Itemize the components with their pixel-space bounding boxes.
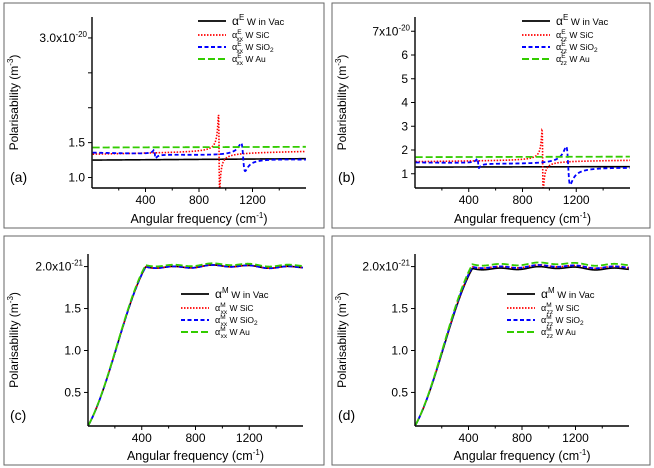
legend-entry: αE W in Vac	[232, 13, 284, 28]
legend-entry: αM W in Vac	[541, 286, 595, 301]
panel-d: 400 800 1200 0.5 1.0 1.5 2.0x10-21 Angular freq…	[331, 235, 651, 466]
series-line-w-sio2	[415, 264, 629, 426]
series-group	[92, 114, 306, 188]
y-tick-label: 1.0	[64, 343, 81, 357]
legend-entry: αE xx W SiO2	[232, 41, 274, 55]
y-tick-label: 1.5	[68, 136, 85, 150]
y-tick-label: 1.5	[64, 302, 81, 316]
x-tick-label: 400	[458, 431, 478, 445]
x-tick-label: 1200	[239, 193, 266, 207]
series-line-w-sio2	[88, 264, 303, 426]
x-tick-label: 400	[135, 193, 155, 207]
y-axis-label: Polarisability (m-3)	[334, 292, 349, 388]
x-tick-label: 800	[185, 431, 205, 445]
legend-entry: αE zz W SiO2	[556, 41, 598, 55]
y-tick-label: 6	[401, 48, 408, 62]
y-axis-label: Polarisability (m-3)	[6, 292, 21, 388]
legend-entry: αE xx W Au	[232, 53, 266, 67]
legend-entry: αE xx W SiC	[232, 29, 270, 43]
panel-frame	[331, 2, 651, 229]
y-tick-label: 3	[401, 119, 408, 133]
legend-entry: αM xx W SiC	[215, 302, 254, 316]
series-group	[88, 262, 303, 426]
y-scale-label: 2.0x10-21	[362, 259, 410, 274]
y-scale-label: 3.0x10-20	[39, 30, 87, 45]
panel-frame	[3, 235, 325, 466]
series-line-w-sic	[88, 264, 303, 426]
x-tick-label: 1200	[563, 193, 590, 207]
y-axis-label: Polarisability (m-3)	[334, 55, 349, 151]
y-tick-label: 1.0	[68, 171, 85, 185]
x-tick-label: 1200	[236, 431, 263, 445]
series-line-w-in-vac	[92, 157, 306, 161]
y-tick-label: 5	[401, 72, 408, 86]
series-line-w-sic	[415, 264, 629, 426]
series-line-w-sic	[92, 114, 306, 188]
x-axis-label: Angular frequency (cm-1)	[453, 448, 590, 463]
panel-a: 400 800 1200 1.0 1.5 3.0x10-20 Angular frequen…	[3, 2, 325, 229]
y-tick-label: 1.5	[391, 302, 408, 316]
series-line-w-sio2	[92, 142, 306, 173]
series-group	[415, 261, 629, 426]
legend-entry: αE zz W SiC	[556, 29, 594, 43]
legend-entry: αE zz W Au	[556, 53, 590, 67]
panel-label: (c)	[10, 407, 26, 423]
panel-c: 400 800 1200 0.5 1.0 1.5 2.0x10-21 Angular freq…	[3, 235, 325, 466]
panel-frame	[3, 2, 325, 229]
series-line-w-au	[415, 261, 629, 426]
y-tick-label: 1	[401, 167, 408, 181]
x-axis-label: Angular frequency (cm-1)	[127, 448, 264, 463]
series-line-w-in-vac	[415, 265, 629, 426]
x-axis-label: Angular frequency (cm-1)	[454, 211, 591, 226]
series-line-w-au	[92, 145, 306, 149]
panel-b: 400 800 1200 1 2 3 4 5 6 7x10-20 Angular frequency…	[331, 2, 651, 229]
y-tick-label: 2	[401, 143, 408, 157]
y-scale-label: 7x10-20	[372, 23, 410, 38]
x-tick-label: 800	[512, 193, 532, 207]
y-axis-label: Polarisability (m-3)	[6, 55, 21, 151]
series-line-w-sio2	[415, 145, 630, 186]
legend-entry: αM zz W Au	[541, 326, 576, 340]
series-group	[415, 127, 630, 188]
legend-entry: αM W in Vac	[215, 286, 269, 301]
legend-entry: αE W in Vac	[556, 13, 608, 28]
legend-entry: αM xx W SiO2	[215, 314, 258, 328]
y-tick-label: 4	[401, 96, 408, 110]
panel-frame	[331, 235, 651, 466]
panel-label: (a)	[10, 169, 27, 185]
x-tick-label: 1200	[562, 431, 589, 445]
legend-entry: αM xx W Au	[215, 326, 250, 340]
x-tick-label: 400	[459, 193, 479, 207]
series-line-w-au	[88, 262, 303, 426]
y-scale-label: 2.0x10-21	[35, 259, 83, 274]
y-tick-label: 0.5	[64, 385, 81, 399]
x-axis-label: Angular frequency (cm-1)	[130, 211, 267, 226]
y-tick-label: 0.5	[391, 385, 408, 399]
series-line-w-in-vac	[88, 264, 303, 426]
x-tick-label: 800	[189, 193, 209, 207]
panel-label: (b)	[338, 169, 355, 185]
y-tick-label: 1.0	[391, 343, 408, 357]
series-line-w-sic	[415, 127, 630, 188]
legend-entry: αM zz W SiO2	[541, 314, 584, 328]
x-tick-label: 400	[132, 431, 152, 445]
x-tick-label: 800	[512, 431, 532, 445]
panel-label: (d)	[338, 407, 355, 423]
legend-entry: αM zz W SiC	[541, 302, 580, 316]
